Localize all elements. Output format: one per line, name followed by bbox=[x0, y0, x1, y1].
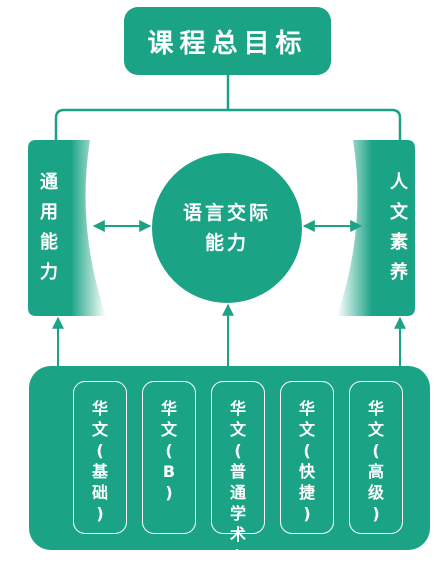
course-char: 基 bbox=[91, 462, 108, 481]
courses-box: 华 文 ( 基 础 ) 华 文 ( B ) 华 文 ( 普 通 学 术 ) 华 … bbox=[29, 366, 430, 565]
course-char: ) bbox=[372, 504, 380, 523]
humanities-char: 文 bbox=[390, 202, 408, 223]
course-char: 文 bbox=[367, 420, 384, 439]
right-panel-shape bbox=[337, 140, 415, 316]
course-char: 捷 bbox=[298, 483, 315, 502]
left-panel-shape bbox=[28, 140, 106, 316]
course-char: 快 bbox=[298, 462, 315, 481]
course-char: ) bbox=[303, 504, 311, 523]
course-char: 华 bbox=[298, 399, 315, 418]
humanities-label: 人 文 素 养 bbox=[384, 140, 414, 316]
general-ability-char: 力 bbox=[40, 262, 58, 283]
general-ability-char: 用 bbox=[40, 202, 58, 223]
general-ability-char: 能 bbox=[40, 232, 58, 253]
humanities-char: 素 bbox=[390, 232, 408, 253]
course-char: 华 bbox=[229, 399, 246, 418]
course-char: 文 bbox=[229, 420, 246, 439]
course-char: ( bbox=[372, 441, 380, 460]
course-pill-basic: 华 文 ( 基 础 ) bbox=[73, 381, 127, 534]
course-pill-advanced: 华 文 ( 高 级 ) bbox=[349, 381, 403, 534]
circle-text-line1: 语言交际 bbox=[182, 202, 271, 224]
course-char: 高 bbox=[367, 462, 384, 481]
course-pill-academic: 华 文 ( 普 通 学 术 ) bbox=[211, 381, 265, 565]
circle-text-line2: 能力 bbox=[204, 232, 249, 254]
course-char: 文 bbox=[298, 420, 315, 439]
humanities-char: 人 bbox=[390, 172, 408, 193]
course-char: 华 bbox=[160, 399, 177, 418]
course-char: ( bbox=[303, 441, 311, 460]
course-char: ( bbox=[234, 441, 242, 460]
course-char: ) bbox=[234, 546, 242, 565]
humanities-panel: 人 文 素 养 bbox=[338, 140, 417, 316]
course-char: ( bbox=[96, 441, 104, 460]
course-char: 础 bbox=[91, 483, 108, 502]
course-char: 级 bbox=[367, 483, 384, 502]
course-char: 华 bbox=[91, 399, 108, 418]
course-char: ( bbox=[165, 441, 173, 460]
course-pill-express: 华 文 ( 快 捷 ) bbox=[280, 381, 334, 534]
course-char: 学 bbox=[229, 504, 246, 523]
course-char: ) bbox=[96, 504, 104, 523]
language-communication-circle: 语言交际 能力 bbox=[152, 153, 302, 303]
course-char: B bbox=[162, 462, 176, 481]
humanities-char: 养 bbox=[390, 262, 408, 283]
course-char: 术 bbox=[229, 525, 246, 544]
course-pill-b: 华 文 ( B ) bbox=[142, 381, 196, 534]
general-ability-label: 通 用 能 力 bbox=[34, 140, 64, 316]
course-char: 文 bbox=[160, 420, 177, 439]
course-char: 华 bbox=[367, 399, 384, 418]
course-char: ) bbox=[165, 483, 173, 502]
course-char: 普 bbox=[229, 462, 246, 481]
course-char: 文 bbox=[91, 420, 108, 439]
course-char: 通 bbox=[229, 483, 246, 502]
course-goal-title: 课程总目标 bbox=[124, 7, 331, 75]
general-ability-char: 通 bbox=[40, 172, 58, 193]
general-ability-panel: 通 用 能 力 bbox=[28, 140, 107, 316]
